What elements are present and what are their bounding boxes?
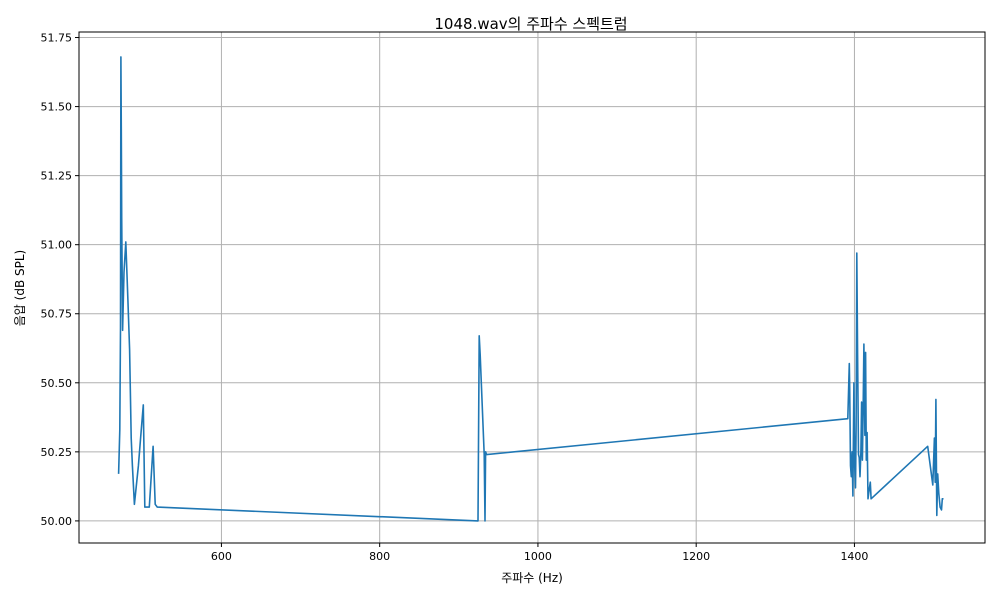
chart-title: 1048.wav의 주파수 스펙트럼 [434, 15, 627, 33]
grid [79, 32, 985, 543]
y-axis: 50.00 50.25 50.50 50.75 51.00 51.25 51.50 51.75 [41, 32, 79, 528]
y-tick-label: 51.75 [41, 32, 73, 45]
x-tick-label: 1000 [524, 550, 552, 563]
x-axis: 600 800 1000 1200 1400 [211, 543, 868, 563]
x-tick-label: 600 [211, 550, 232, 563]
y-tick-label: 50.25 [41, 446, 73, 459]
plot-area [117, 56, 944, 522]
y-tick-label: 50.75 [41, 308, 73, 321]
spectrum-series-line [117, 56, 944, 522]
x-axis-label: 주파수 (Hz) [501, 571, 563, 585]
x-tick-label: 800 [369, 550, 390, 563]
y-axis-label: 음압 (dB SPL) [13, 250, 27, 326]
x-tick-label: 1200 [682, 550, 710, 563]
y-tick-label: 50.00 [41, 515, 73, 528]
y-tick-label: 51.00 [41, 239, 73, 252]
y-tick-label: 51.25 [41, 170, 73, 183]
x-tick-label: 1400 [840, 550, 868, 563]
y-tick-label: 51.50 [41, 101, 73, 114]
y-tick-label: 50.50 [41, 377, 73, 390]
axes-frame [78, 31, 986, 544]
